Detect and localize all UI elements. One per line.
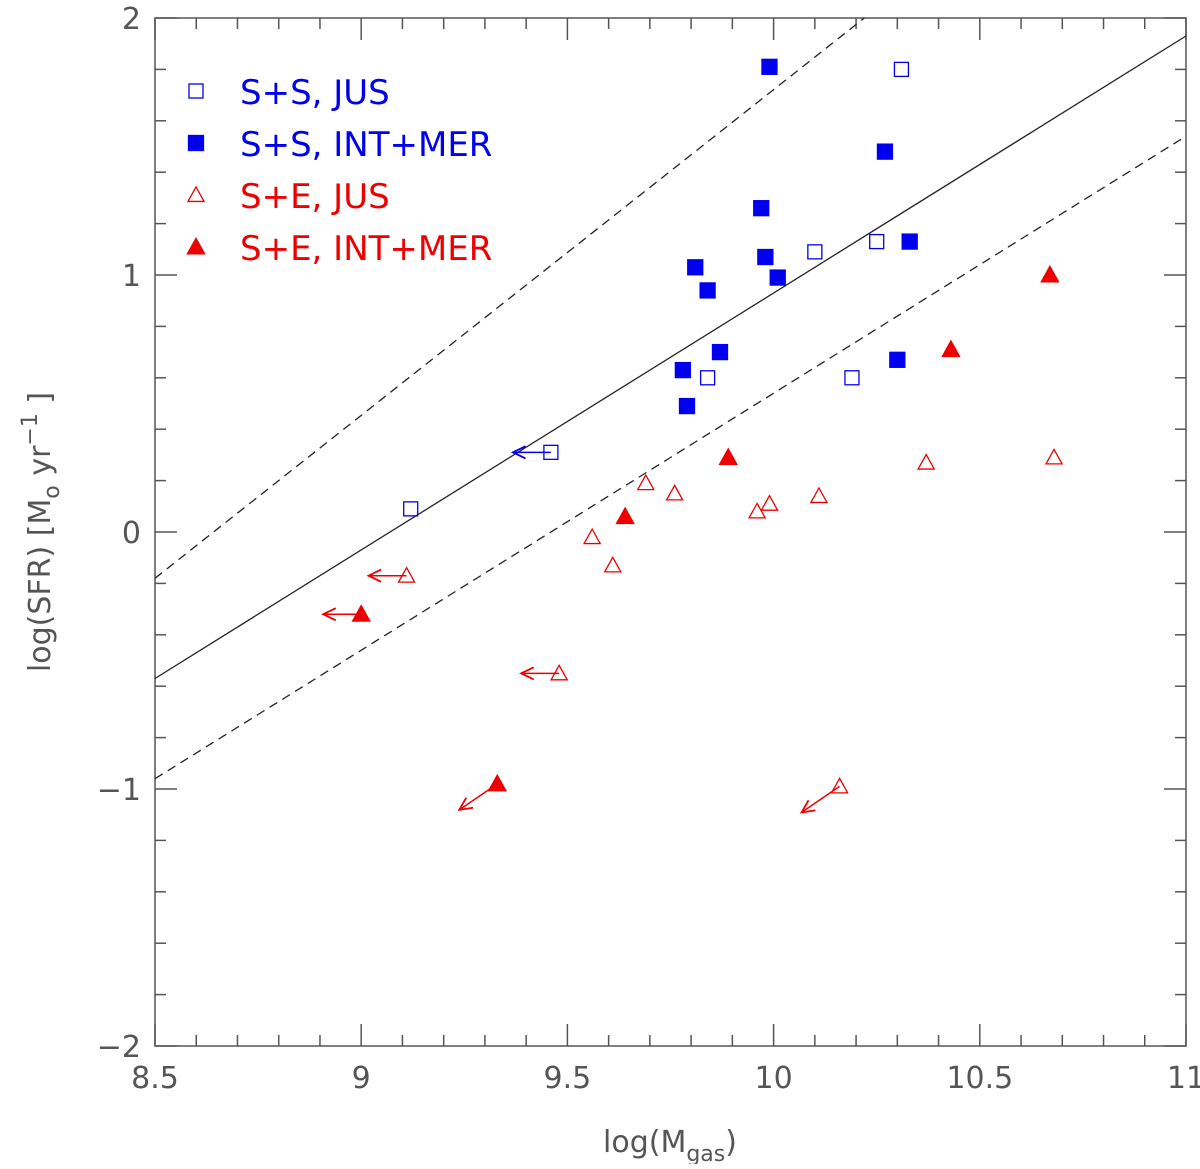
- upper-limit-arrowhead: [366, 568, 382, 583]
- x-axis-title-main: log(M: [603, 1125, 686, 1160]
- s-e-int-mer-point: [487, 773, 508, 792]
- s-e-int-mer-point: [718, 447, 738, 466]
- x-tick-label: 9.5: [544, 1061, 592, 1096]
- y-axis-title-sup: −1: [18, 413, 43, 445]
- y-axis-title-close: ]: [23, 392, 58, 413]
- legend-label: S+E, JUS: [240, 177, 390, 217]
- s-s-jus-point: [403, 501, 419, 517]
- y-tick-label: 2: [122, 2, 141, 37]
- s-e-jus-point: [830, 777, 849, 794]
- legend-label: S+S, JUS: [240, 73, 390, 113]
- s-s-jus-point: [869, 233, 885, 250]
- legend-label: S+S, INT+MER: [240, 125, 492, 165]
- upper-limit-arrowhead: [457, 797, 474, 812]
- y-axis-title: log(SFR) [Mo yr−1 ]: [18, 392, 65, 672]
- s-e-jus-point: [397, 566, 416, 583]
- upper-limit-arrowhead: [510, 445, 526, 460]
- legend-label: S+E, INT+MER: [240, 229, 492, 269]
- x-tick-label: 10.5: [946, 1061, 1013, 1096]
- s-e-jus-point: [1044, 448, 1064, 465]
- fit-line: [154, 35, 1187, 680]
- y-tick-label: −2: [97, 1030, 141, 1065]
- data-points: [321, 58, 1064, 814]
- s-s-int-mer-point: [753, 200, 770, 217]
- y-tick-label: 0: [122, 516, 141, 551]
- upper-line: [154, 17, 865, 579]
- tick-marks: [154, 17, 1187, 1047]
- x-axis-title-close: ): [725, 1125, 737, 1160]
- s-s-int-mer-point: [761, 58, 778, 75]
- s-e-jus-point: [665, 484, 684, 501]
- s-s-jus-point: [699, 370, 716, 386]
- s-s-jus-point: [807, 244, 823, 260]
- s-s-int-mer-point: [674, 361, 692, 379]
- legend-marker: [186, 185, 206, 203]
- s-e-int-mer-point: [941, 339, 961, 358]
- s-s-int-mer-point: [901, 233, 918, 250]
- s-e-int-mer-point: [351, 604, 371, 622]
- s-e-jus-point: [582, 527, 602, 545]
- upper-limit-arrowhead: [519, 666, 535, 681]
- s-s-int-mer-point: [769, 269, 786, 286]
- x-tick-label: 10: [755, 1061, 793, 1096]
- s-s-int-mer-point: [699, 282, 716, 299]
- s-s-jus-point: [893, 61, 910, 78]
- tick-labels: 8.5 9 9.5 10 10.5 11 −2 −1 0 1 2: [97, 2, 1200, 1096]
- s-s-int-mer-point: [678, 397, 696, 415]
- s-s-int-mer-point: [757, 248, 774, 266]
- s-s-int-mer-point: [711, 343, 729, 361]
- s-s-jus-point: [543, 444, 559, 460]
- x-tick-label: 9: [352, 1061, 371, 1096]
- s-s-int-mer-point: [889, 351, 906, 368]
- legend-marker: [187, 134, 205, 152]
- x-axis-title-sub: gas: [686, 1142, 725, 1164]
- s-e-jus-point: [809, 486, 829, 504]
- legend: S+S, JUS S+S, INT+MER S+E, JUS S+E, INT+MER: [186, 73, 492, 269]
- s-e-jus-point: [603, 556, 622, 573]
- y-axis-title-unit: yr: [23, 445, 58, 485]
- y-tick-label: −1: [97, 773, 141, 808]
- legend-marker: [188, 83, 204, 99]
- y-tick-label: 1: [122, 259, 141, 294]
- s-e-int-mer-point: [1040, 265, 1060, 283]
- lower-line: [154, 135, 1187, 780]
- s-e-jus-point: [917, 453, 936, 470]
- legend-marker: [186, 237, 206, 255]
- s-s-int-mer-point: [876, 143, 894, 160]
- y-axis-title-sub: o: [40, 485, 65, 498]
- fit-lines: [154, 17, 1187, 780]
- s-e-jus-point: [549, 663, 569, 681]
- x-tick-label: 11: [1167, 1061, 1200, 1096]
- s-s-jus-point: [844, 370, 860, 386]
- s-e-jus-point: [760, 494, 779, 511]
- upper-limit-arrowhead: [321, 607, 337, 622]
- upper-limit-arrowhead: [799, 799, 816, 814]
- y-axis-title-main: log(SFR) [M: [23, 499, 58, 672]
- s-s-int-mer-point: [687, 259, 704, 276]
- s-e-int-mer-point: [615, 506, 635, 525]
- s-e-jus-point: [636, 473, 655, 491]
- x-axis-title: log(Mgas): [603, 1125, 737, 1164]
- x-tick-label: 8.5: [131, 1061, 179, 1096]
